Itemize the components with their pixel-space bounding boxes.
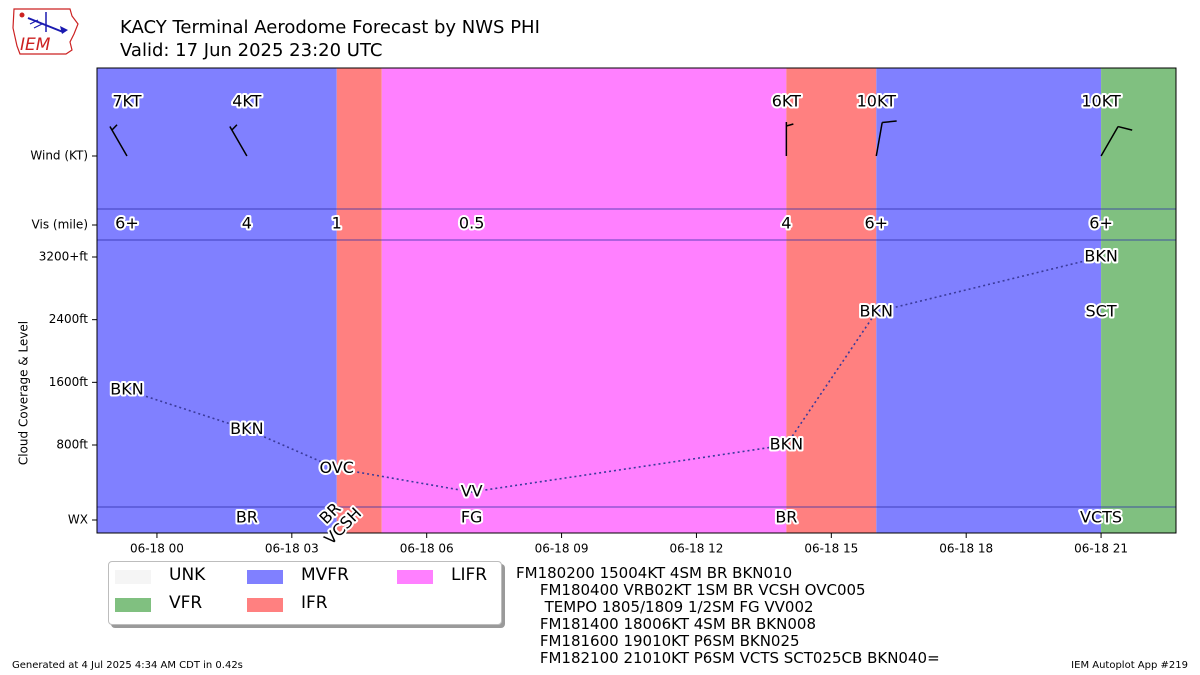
- taf-chart: 06-18 00 06-18 03 06-18 06 06-18 09 06-18 12…: [17, 67, 1177, 556]
- plot-frame: [96, 67, 1177, 534]
- cloud-cover-label: OVC: [320, 458, 354, 477]
- legend-label: UNK: [169, 565, 206, 585]
- wind-barb: [1100, 125, 1133, 157]
- taf-line: TEMPO 1805/1809 1/2SM FG VV002: [516, 598, 814, 616]
- category-band-ifr: [336, 68, 382, 533]
- cloud-cover-label: VV: [461, 482, 483, 501]
- category-band-mvfr: [876, 68, 1102, 533]
- x-tick-label: 06-18 03: [265, 542, 319, 556]
- taf-line: FM181400 18006KT 4SM BR BKN008: [516, 615, 816, 633]
- x-tick-label: 06-18 00: [130, 542, 184, 556]
- visibility-label: 4: [242, 214, 252, 233]
- visibility-label: 6+: [115, 214, 139, 233]
- weather-label: FG: [461, 508, 483, 527]
- category-band-mvfr: [97, 68, 337, 533]
- wind-barb-half-feather: [111, 124, 118, 131]
- legend: UNK VFR MVFR IFR LIFR: [108, 561, 502, 625]
- wind-barb-staff: [875, 122, 883, 157]
- category-band-lifr: [381, 68, 787, 533]
- visibility-label: 4: [781, 214, 791, 233]
- wind-speed-label: 10KT: [1081, 92, 1121, 111]
- cloud-cover-label: BKN: [1084, 247, 1117, 266]
- wind-speed-label: 7KT: [112, 92, 141, 111]
- legend-swatch: [247, 570, 283, 584]
- y-tick-label: 800ft: [56, 438, 88, 452]
- legend-label: VFR: [169, 593, 203, 613]
- wind-barb-feather: [1117, 125, 1133, 131]
- taf-line: FM180200 15004KT 4SM BR BKN010: [516, 564, 793, 582]
- cloud-cover-label: BKN: [770, 435, 803, 454]
- x-tick-label: 06-18 12: [669, 542, 723, 556]
- wind-barb-staff: [109, 126, 128, 157]
- chart-valid-time: Valid: 17 Jun 2025 23:20 UTC: [120, 40, 383, 61]
- legend-swatch: [247, 598, 283, 612]
- wind-barb-staff: [1100, 126, 1119, 157]
- wx-row-label: WX: [68, 513, 88, 527]
- wind-barb: [785, 122, 794, 156]
- cloud-layer-label: SCT: [1086, 301, 1117, 320]
- generated-footer: Generated at 4 Jul 2025 4:34 AM CDT in 0…: [12, 660, 243, 671]
- y-axis-title: Cloud Coverage & Level: [17, 321, 31, 465]
- weather-label: VCTS: [1080, 508, 1122, 527]
- iowa-outline-icon: IEM: [12, 8, 79, 55]
- iem-logo: IEM: [8, 6, 80, 58]
- wind-speed-label: 10KT: [857, 92, 897, 111]
- cloud-cover-label: BKN: [860, 301, 893, 320]
- wind-speed-label: 4KT: [232, 92, 261, 111]
- x-tick-label: 06-18 09: [535, 542, 589, 556]
- cloud-level-line: [126, 256, 1102, 493]
- y-tick-label: 1600ft: [49, 375, 89, 389]
- legend-label: MVFR: [301, 565, 349, 585]
- legend-swatch: [115, 598, 151, 612]
- visibility-label: 6+: [864, 214, 888, 233]
- category-band-ifr: [786, 68, 877, 533]
- wind-barb-staff: [229, 126, 248, 157]
- weather-label: BR: [236, 508, 258, 527]
- legend-swatch: [397, 570, 433, 584]
- visibility-label: 1: [332, 214, 342, 233]
- taf-text-block: FM180200 15004KT 4SM BR BKN010 FM180400 …: [516, 565, 940, 667]
- cloud-cover-label: BKN: [110, 380, 143, 399]
- weather-label: BR: [775, 508, 797, 527]
- wind-barb-half-feather: [786, 123, 794, 127]
- taf-line: FM182100 21010KT P6SM VCTS SCT025CB BKN0…: [516, 649, 940, 667]
- cloud-cover-label: BKN: [230, 419, 263, 438]
- legend-label: LIFR: [451, 565, 488, 585]
- app-footer: IEM Autoplot App #219: [1071, 660, 1188, 671]
- wind-barb: [109, 124, 128, 157]
- wind-barb: [229, 124, 248, 157]
- wind-speed-label: 6KT: [772, 92, 801, 111]
- taf-line: FM181600 19010KT P6SM BKN025: [516, 632, 800, 650]
- wind-barb: [875, 120, 897, 157]
- logo-text: IEM: [20, 35, 51, 55]
- wind-row-label: Wind (KT): [30, 149, 88, 163]
- x-tick-label: 06-18 18: [939, 542, 993, 556]
- x-tick-label: 06-18 06: [400, 542, 454, 556]
- wind-barb-half-feather: [231, 124, 238, 131]
- taf-line: FM180400 VRB02KT 1SM BR VCSH OVC005: [516, 581, 866, 599]
- vis-row-label: Vis (mile): [32, 218, 88, 232]
- x-tick-label: 06-18 15: [804, 542, 858, 556]
- visibility-label: 0.5: [459, 214, 484, 233]
- visibility-label: 6+: [1089, 214, 1113, 233]
- chart-title: KACY Terminal Aerodome Forecast by NWS P…: [120, 17, 540, 38]
- category-band-vfr: [1101, 68, 1176, 533]
- wind-barb-feather: [882, 120, 897, 124]
- legend-label: IFR: [301, 593, 328, 613]
- x-tick-label: 06-18 21: [1074, 542, 1128, 556]
- legend-swatch: [115, 570, 151, 584]
- y-tick-label: 2400ft: [49, 312, 89, 326]
- y-tick-label: 3200+ft: [39, 250, 89, 264]
